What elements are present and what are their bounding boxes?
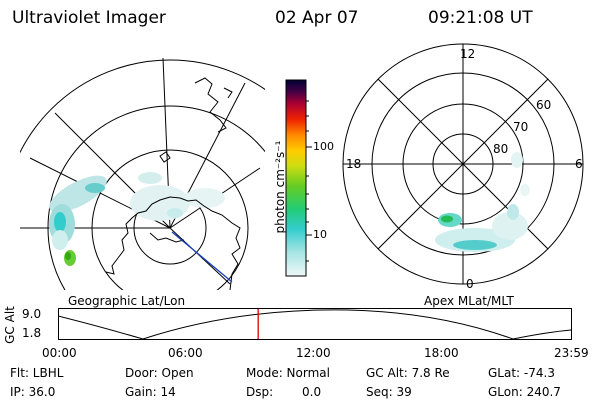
- mode-info: Mode: Normal: [246, 366, 330, 380]
- mlt-label-12: 12: [460, 47, 476, 61]
- seq-info: Seq: 39: [366, 385, 412, 399]
- timeline-x-tick-4: 23:59: [554, 346, 589, 360]
- gc-alt-info: GC Alt: 7.8 Re: [366, 366, 450, 380]
- mlt-label-6: 6: [575, 157, 583, 171]
- colorbar-tick-10: 10: [313, 228, 327, 241]
- colorbar-unit-label: photon cm⁻²s⁻¹: [273, 140, 287, 234]
- altitude-curve: [58, 309, 572, 340]
- glat-info: GLat: -74.3: [488, 366, 555, 380]
- geographic-map: [20, 57, 265, 290]
- ip-info: IP: 36.0: [10, 385, 56, 399]
- glon-info: GLon: 240.7: [488, 385, 561, 399]
- timeline-y-tick-min: 1.8: [22, 326, 42, 340]
- timeline-x-tick-3: 18:00: [424, 346, 459, 360]
- mlat-label-80: 80: [493, 142, 509, 156]
- apex-polar-map: [342, 43, 584, 285]
- colorbar: [285, 79, 312, 277]
- dsp-label: Dsp:: [246, 385, 274, 399]
- date-label: 02 Apr 07: [275, 8, 359, 28]
- left-panel-caption: Geographic Lat/Lon: [68, 294, 186, 308]
- timeline-x-tick-0: 00:00: [42, 346, 77, 360]
- coastline: [223, 87, 233, 99]
- coastline: [194, 77, 227, 133]
- timeline-x-tick-1: 06:00: [168, 346, 203, 360]
- time-label: 09:21:08 UT: [428, 8, 533, 28]
- timeline-x-tick-2: 12:00: [296, 346, 331, 360]
- sun-direction-line: [171, 231, 233, 283]
- lat-circle: [20, 59, 265, 154]
- mlat-label-70: 70: [513, 120, 529, 134]
- colorbar-tick-100: 100: [313, 140, 334, 153]
- dsp-value: 0.0: [302, 385, 322, 399]
- mlat-label-60: 60: [536, 98, 552, 112]
- timeline-y-tick-max: 9.0: [22, 307, 42, 321]
- timeline-y-label: GC Alt: [2, 306, 17, 344]
- coastline: [105, 257, 119, 275]
- coastline: [117, 196, 241, 290]
- gain-info: Gain: 14: [125, 385, 176, 399]
- coastline: [159, 151, 171, 163]
- app-title: Ultraviolet Imager: [12, 8, 166, 28]
- altitude-timeline: [58, 308, 572, 340]
- mlt-label-18: 18: [346, 157, 362, 171]
- mlt-label-0: 0: [466, 277, 474, 291]
- colorbar-gradient: [285, 79, 307, 277]
- door-info: Door: Open: [125, 366, 194, 380]
- filter-info: Flt: LBHL: [10, 366, 64, 380]
- right-panel-caption: Apex MLat/MLT: [424, 294, 514, 308]
- coastline: [149, 232, 185, 243]
